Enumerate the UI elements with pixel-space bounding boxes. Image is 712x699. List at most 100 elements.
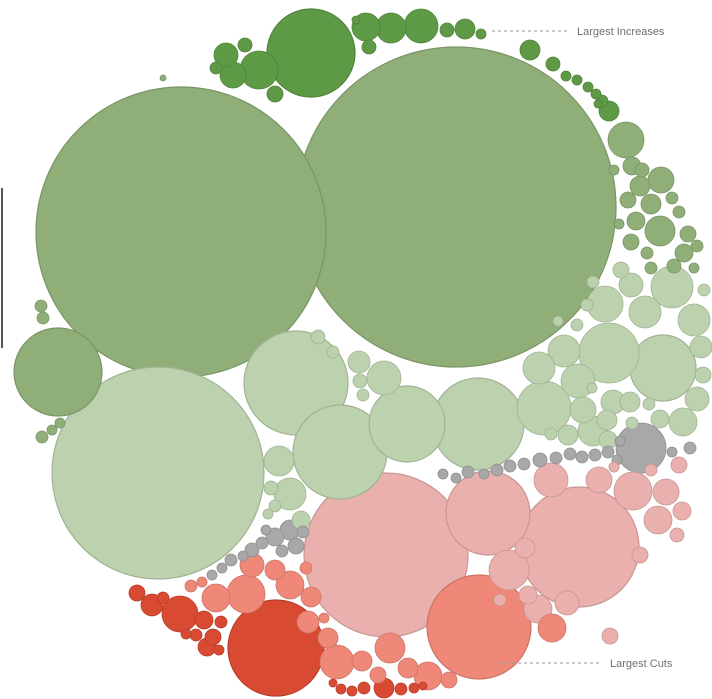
bubble — [275, 570, 305, 600]
bubble — [618, 272, 644, 298]
bubble — [224, 553, 238, 567]
bubble — [268, 499, 282, 513]
bubble — [156, 591, 170, 605]
bubble — [450, 472, 462, 484]
bubble — [475, 28, 487, 40]
bubble — [318, 612, 330, 624]
bubble — [586, 275, 600, 289]
bubble — [493, 593, 507, 607]
bubble — [275, 544, 289, 558]
bubble — [397, 657, 419, 679]
bubble — [569, 396, 597, 424]
bubble — [328, 678, 338, 688]
annotation-text-increases: Largest Increases — [577, 26, 665, 38]
bubble — [608, 164, 620, 176]
bubble — [266, 85, 284, 103]
bubble — [666, 258, 682, 274]
bubble — [683, 441, 697, 455]
bubble — [351, 650, 373, 672]
bubble — [461, 465, 475, 479]
bubble — [357, 681, 371, 695]
bubble — [128, 584, 146, 602]
annotation-text-cuts: Largest Cuts — [610, 658, 673, 670]
bubble — [689, 335, 712, 359]
bubble — [544, 427, 558, 441]
bubble — [674, 243, 694, 263]
bubble — [214, 615, 228, 629]
bubble — [547, 334, 581, 368]
bubble — [503, 459, 517, 473]
bubble — [35, 430, 49, 444]
bubble — [488, 549, 530, 591]
bubble — [613, 471, 653, 511]
bubble — [366, 360, 402, 396]
bubble — [697, 283, 711, 297]
bubble — [180, 628, 192, 640]
bubble — [34, 299, 48, 313]
bubble — [644, 215, 676, 247]
bubble — [563, 447, 577, 461]
bubble — [46, 424, 58, 436]
bubble — [184, 579, 198, 593]
bubble — [418, 681, 428, 691]
bubble — [239, 50, 279, 90]
bubble — [518, 585, 538, 605]
bubble — [652, 478, 680, 506]
bubble — [326, 345, 340, 359]
bubble — [554, 590, 580, 616]
bubble — [317, 627, 339, 649]
bubble — [625, 416, 639, 430]
bubble — [612, 261, 630, 279]
bubble — [585, 466, 613, 494]
bubble — [204, 628, 222, 646]
bubble — [244, 542, 260, 558]
bubble — [571, 74, 583, 86]
bubble — [517, 457, 531, 471]
bubble — [684, 386, 710, 412]
bubble — [593, 99, 603, 109]
bubble — [615, 422, 667, 474]
bubble — [346, 685, 358, 697]
bubble — [665, 191, 679, 205]
bubble — [255, 536, 269, 550]
bubble — [590, 88, 602, 100]
bubble — [426, 574, 532, 680]
bubble — [634, 162, 650, 178]
bubble — [575, 450, 589, 464]
bubble — [51, 366, 265, 580]
bubble — [670, 456, 688, 474]
bubble — [226, 574, 266, 614]
bubble — [619, 191, 637, 209]
bubble — [431, 377, 525, 471]
bubble — [201, 583, 231, 613]
bubble — [439, 22, 455, 38]
bubble — [374, 632, 406, 664]
bubble — [679, 225, 697, 243]
bubble — [356, 388, 370, 402]
bubble — [690, 239, 704, 253]
bubble — [647, 166, 675, 194]
bubble — [351, 15, 361, 25]
bubble — [650, 409, 670, 429]
bubble — [189, 628, 203, 642]
bubbles-layer — [13, 8, 712, 699]
bubble — [213, 42, 239, 68]
bubble — [614, 435, 626, 447]
bubble — [668, 407, 698, 437]
bubble — [607, 121, 645, 159]
annotation-largest-cuts: Largest Cuts — [500, 658, 673, 670]
bubble — [54, 417, 66, 429]
bubble — [619, 391, 641, 413]
bubble — [375, 12, 407, 44]
bubble — [300, 586, 322, 608]
bubble — [570, 318, 584, 332]
bubble — [622, 233, 640, 251]
bubble — [580, 298, 594, 312]
bubble — [295, 46, 617, 368]
bubble — [669, 527, 685, 543]
bubble — [628, 295, 662, 329]
bubble — [263, 480, 279, 496]
bubble — [640, 246, 654, 260]
bubble — [613, 218, 625, 230]
bubble — [408, 682, 420, 694]
